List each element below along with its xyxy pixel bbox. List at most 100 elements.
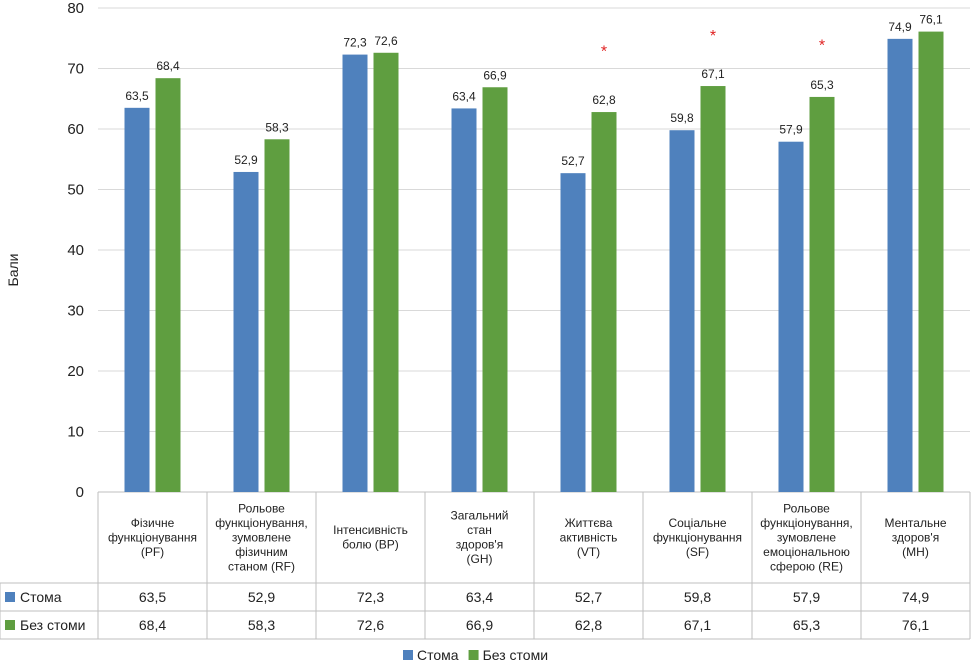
- y-tick-label: 50: [67, 182, 84, 199]
- legend: Стома Без стоми: [403, 647, 548, 663]
- table-cell-value: 58,3: [248, 617, 275, 633]
- category-label-line: Життєва: [565, 516, 613, 530]
- data-label: 74,9: [888, 20, 912, 34]
- table-cell-value: 65,3: [793, 617, 820, 633]
- data-label: 62,8: [592, 93, 616, 107]
- bar-no-stoma: [373, 52, 399, 493]
- bar-stoma: [124, 107, 150, 492]
- category-label: Рольове функціонування, зумовлене фізичним с…: [215, 501, 307, 573]
- category-label-line: сферою (RE): [770, 559, 843, 573]
- data-label: 57,9: [779, 123, 803, 137]
- y-tick-label: 60: [67, 121, 84, 138]
- category-label-line: зумовлене: [232, 530, 292, 544]
- category-label: Соціальне функціонування (SF): [653, 516, 742, 559]
- category-label-line: здоров'я: [456, 538, 503, 552]
- table-cell-value: 52,9: [248, 589, 275, 605]
- y-tick-label: 40: [67, 242, 84, 259]
- table-cell-value: 67,1: [684, 617, 711, 633]
- bar-stoma: [451, 108, 477, 493]
- significance-asterisk: *: [601, 43, 607, 60]
- category-label: Ментальне здоров'я (MH): [884, 516, 946, 559]
- category-label-line: функціонування: [108, 530, 197, 544]
- category-label-line: активність: [560, 530, 618, 544]
- table-cell-value: 72,3: [357, 589, 384, 605]
- legend-label: Стома: [417, 647, 459, 663]
- data-label: 63,5: [125, 89, 149, 103]
- category-label: Інтенсивність болю (BP): [333, 523, 408, 552]
- bar-stoma: [342, 54, 368, 493]
- data-label: 67,1: [701, 67, 725, 81]
- bar-stoma: [887, 38, 913, 492]
- data-label: 52,9: [234, 153, 258, 167]
- y-axis: 0 10 20 30 40 50 60 70 80: [67, 0, 84, 501]
- data-label: 68,4: [156, 59, 180, 73]
- category-label-line: (PF): [141, 545, 164, 559]
- table-cell-value: 72,6: [357, 617, 384, 633]
- table-cell-value: 62,8: [575, 617, 602, 633]
- bar-no-stoma: [700, 86, 726, 493]
- table-series-swatch: [5, 592, 15, 602]
- category-label-line: (GH): [467, 552, 493, 566]
- data-label: 58,3: [265, 120, 289, 134]
- table-cell-value: 57,9: [793, 589, 820, 605]
- legend-swatch: [468, 650, 479, 660]
- data-label: 72,3: [343, 36, 367, 50]
- category-label-line: функціонування,: [215, 516, 307, 530]
- category-label-line: Соціальне: [668, 516, 726, 530]
- category-label-line: стан: [467, 523, 492, 537]
- category-label-line: Рольове: [238, 501, 285, 515]
- bar-stoma: [669, 130, 695, 492]
- significance-asterisk: *: [819, 37, 825, 54]
- table-cell-value: 59,8: [684, 589, 711, 605]
- category-label-line: болю (BP): [342, 538, 399, 552]
- category-label-line: Ментальне: [884, 516, 946, 530]
- bar-no-stoma: [591, 112, 617, 492]
- category-label-line: (SF): [686, 545, 709, 559]
- y-axis-label: Бали: [5, 254, 21, 287]
- category-label-line: Рольове: [783, 501, 830, 515]
- bar-no-stoma: [264, 139, 290, 492]
- table-cell-value: 68,4: [139, 617, 166, 633]
- data-labels: 63,5 68,4 52,9 58,3 72,3 72,6 63,4 66,9 52,7 62,8…: [125, 13, 943, 169]
- legend-label: Без стоми: [483, 647, 548, 663]
- table-series-name: Без стоми: [20, 617, 85, 633]
- bar-no-stoma: [482, 87, 508, 492]
- category-label-line: станом (RF): [228, 559, 295, 573]
- category-label-line: Загальний: [451, 509, 509, 523]
- category-label-line: функціонування,: [760, 516, 852, 530]
- data-label: 59,8: [670, 111, 694, 125]
- y-tick-label: 0: [76, 484, 84, 501]
- table-series-name: Стома: [20, 589, 62, 605]
- bar-no-stoma: [918, 31, 944, 492]
- table-cell-value: 52,7: [575, 589, 602, 605]
- category-label: Життєва активність (VT): [560, 516, 618, 559]
- data-label: 63,4: [452, 89, 476, 103]
- table-cell-value: 76,1: [902, 617, 929, 633]
- data-label: 76,1: [919, 13, 943, 27]
- category-label-line: здоров'я: [892, 530, 939, 544]
- table-cell-value: 66,9: [466, 617, 493, 633]
- table-cell-value: 74,9: [902, 589, 929, 605]
- table-cell-value: 63,5: [139, 589, 166, 605]
- gridlines: [98, 7, 970, 493]
- category-label-line: фізичним: [235, 545, 288, 559]
- significance-asterisk: *: [710, 28, 716, 45]
- y-tick-label: 70: [67, 61, 84, 78]
- bar-stoma: [560, 173, 586, 493]
- category-label-line: (VT): [577, 545, 600, 559]
- bar-stoma: [778, 141, 804, 492]
- y-tick-label: 80: [67, 0, 84, 17]
- bar-stoma: [233, 171, 259, 492]
- category-label: Рольове функціонування, зумовлене емоціонал…: [760, 501, 852, 573]
- category-label: Загальний стан здоров'я (GH): [451, 509, 509, 567]
- y-tick-label: 10: [67, 424, 84, 441]
- bars: [124, 31, 944, 493]
- table-cell-value: 63,4: [466, 589, 493, 605]
- y-tick-label: 20: [67, 363, 84, 380]
- category-label: Фізичне функціонування (PF): [108, 516, 197, 559]
- category-label-line: Інтенсивність: [333, 523, 408, 537]
- significance-markers: * * *: [601, 28, 825, 60]
- legend-swatch: [403, 650, 413, 660]
- category-label-line: зумовлене: [777, 530, 837, 544]
